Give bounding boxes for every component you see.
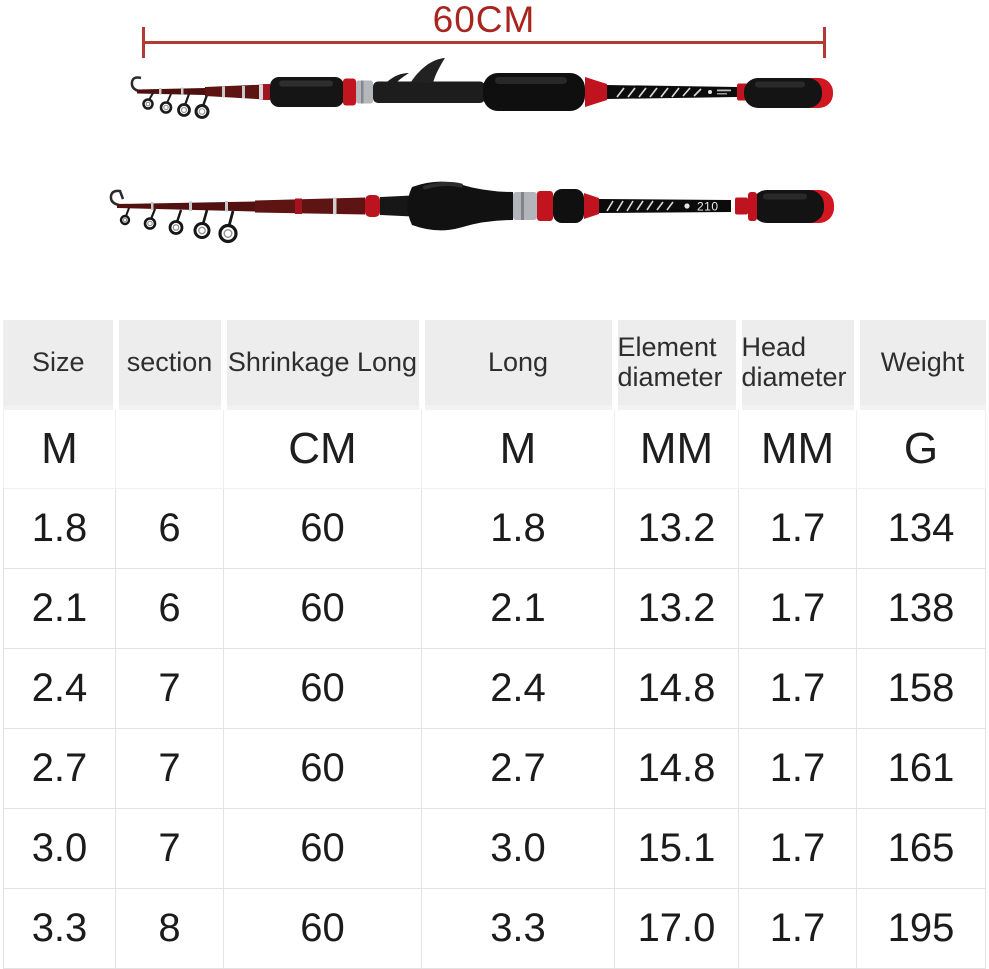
column-unit xyxy=(115,407,224,489)
spec-cell: 60 xyxy=(223,728,422,809)
spec-cell: 195 xyxy=(856,888,986,969)
spec-cell: 17.0 xyxy=(614,888,739,969)
column-unit: M xyxy=(3,407,116,489)
spec-cell: 3.0 xyxy=(421,808,615,889)
spec-cell: 14.8 xyxy=(614,648,739,729)
spec-cell: 2.7 xyxy=(3,728,116,809)
spec-cell: 2.1 xyxy=(421,568,615,649)
spec-cell: 1.8 xyxy=(3,488,116,569)
dimension-tick-right xyxy=(823,27,826,58)
column-header: Shrinkage Long xyxy=(220,320,422,410)
rod-guides xyxy=(119,207,238,244)
column-header: Size xyxy=(3,320,116,410)
rod-tip-icon xyxy=(130,76,142,93)
spec-cell: 15.1 xyxy=(614,808,739,889)
spec-table: Size section Shrinkage Long Long Element dia… xyxy=(3,320,986,969)
spec-cell: 7 xyxy=(115,648,224,729)
table-row: 3.0 7 60 3.0 15.1 1.7 165 xyxy=(3,808,986,889)
spec-cell: 1.7 xyxy=(738,728,857,809)
spec-cell: 60 xyxy=(223,488,422,569)
rod-guides xyxy=(142,92,210,119)
spec-units-row: M CM M MM MM G xyxy=(3,407,986,489)
column-header: Element diameter xyxy=(611,320,739,410)
spec-cell: 7 xyxy=(115,728,224,809)
table-row: 1.8 6 60 1.8 13.2 1.7 134 xyxy=(3,488,986,569)
spinning-rod-illustration: 210 xyxy=(109,181,834,244)
spec-cell: 14.8 xyxy=(614,728,739,809)
spec-cell: 1.7 xyxy=(738,488,857,569)
trigger-grip xyxy=(411,58,445,83)
dimension-tick-left xyxy=(142,27,145,58)
spec-cell: 138 xyxy=(856,568,986,649)
spec-cell: 3.3 xyxy=(421,888,615,969)
column-unit: MM xyxy=(614,407,739,489)
column-unit: CM xyxy=(223,407,422,489)
column-header: Long xyxy=(418,320,615,410)
spec-cell: 2.1 xyxy=(3,568,116,649)
spec-cell: 1.8 xyxy=(421,488,615,569)
table-row: 2.4 7 60 2.4 14.8 1.7 158 xyxy=(3,648,986,729)
spec-header-row: Size section Shrinkage Long Long Element dia… xyxy=(3,320,986,410)
spec-cell: 60 xyxy=(223,648,422,729)
spec-cell: 161 xyxy=(856,728,986,809)
column-unit: M xyxy=(421,407,615,489)
table-row: 3.3 8 60 3.3 17.0 1.7 195 xyxy=(3,888,986,969)
column-header: section xyxy=(112,320,224,410)
spec-cell: 1.7 xyxy=(738,648,857,729)
spec-cell: 3.3 xyxy=(3,888,116,969)
spec-cell: 13.2 xyxy=(614,488,739,569)
spec-cell: 3.0 xyxy=(3,808,116,889)
spec-cell: 2.4 xyxy=(421,648,615,729)
spec-cell: 2.7 xyxy=(421,728,615,809)
table-row: 2.7 7 60 2.7 14.8 1.7 161 xyxy=(3,728,986,809)
spec-cell: 1.7 xyxy=(738,888,857,969)
table-row: 2.1 6 60 2.1 13.2 1.7 138 xyxy=(3,568,986,649)
spec-cell: 2.4 xyxy=(3,648,116,729)
dimension-label: 60CM xyxy=(432,0,536,40)
spec-cell: 134 xyxy=(856,488,986,569)
casting-rod-illustration xyxy=(130,58,833,119)
spec-cell: 60 xyxy=(223,808,422,889)
rod-tip-icon xyxy=(109,189,125,207)
spec-cell: 60 xyxy=(223,568,422,649)
spec-cell: 1.7 xyxy=(738,808,857,889)
spec-cell: 13.2 xyxy=(614,568,739,649)
rod-length-label: 210 xyxy=(697,200,719,214)
spec-cell: 6 xyxy=(115,488,224,569)
spec-cell: 158 xyxy=(856,648,986,729)
spec-cell: 6 xyxy=(115,568,224,649)
column-header: Head diameter xyxy=(735,320,857,410)
spec-cell: 60 xyxy=(223,888,422,969)
dimension-line xyxy=(142,27,826,58)
spec-cell: 7 xyxy=(115,808,224,889)
spec-table-body: 1.8 6 60 1.8 13.2 1.7 134 2.1 6 60 2.1 13.2 1.7 138 2.… xyxy=(3,488,986,969)
spec-cell: 165 xyxy=(856,808,986,889)
spec-cell: 1.7 xyxy=(738,568,857,649)
spec-cell: 8 xyxy=(115,888,224,969)
column-unit: MM xyxy=(738,407,857,489)
column-header: Weight xyxy=(853,320,986,410)
column-unit: G xyxy=(856,407,986,489)
